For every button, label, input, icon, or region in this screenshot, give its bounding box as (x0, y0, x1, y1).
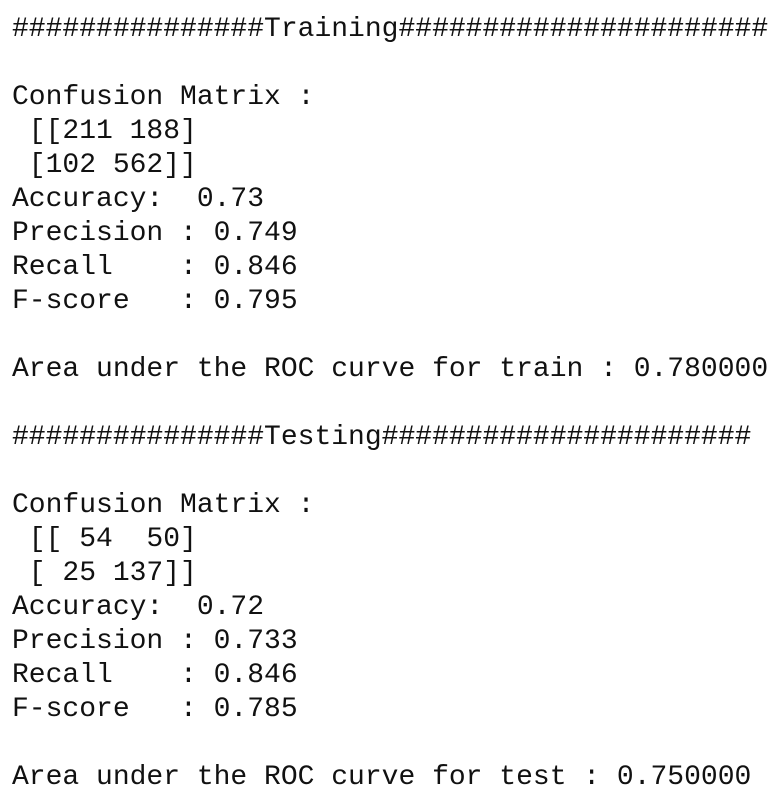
metric-line: F-score : 0.785 (12, 694, 298, 725)
metric-line: Precision : 0.733 (12, 626, 298, 657)
metric-line: [[211 188] (12, 116, 197, 147)
metric-line: Confusion Matrix : (12, 490, 315, 521)
metric-line: Confusion Matrix : (12, 82, 315, 113)
auc-line: Area under the ROC curve for train : 0.7… (12, 354, 769, 385)
metric-line: F-score : 0.795 (12, 286, 298, 317)
metric-line: [ 25 137]] (12, 558, 197, 589)
metric-line: Precision : 0.749 (12, 218, 298, 249)
section-header: ###############Testing##################… (12, 422, 752, 453)
section-header: ###############Training#################… (12, 14, 769, 45)
metric-line: Recall : 0.846 (12, 660, 298, 691)
metric-line: [102 562]] (12, 150, 197, 181)
metric-line: Recall : 0.846 (12, 252, 298, 283)
auc-line: Area under the ROC curve for test : 0.75… (12, 762, 752, 793)
metric-line: [[ 54 50] (12, 524, 197, 555)
metric-line: Accuracy: 0.72 (12, 592, 265, 623)
metric-line: Accuracy: 0.73 (12, 184, 265, 215)
